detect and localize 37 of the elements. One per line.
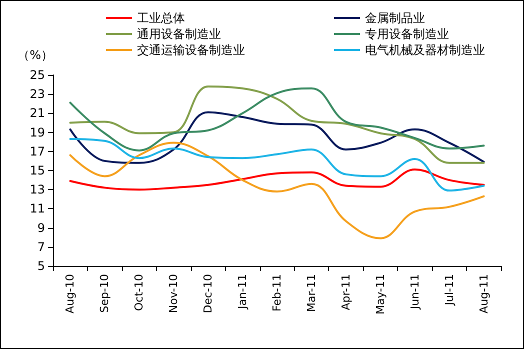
legend-label: 工业总体 [137, 11, 185, 25]
legend-label: 专用设备制造业 [365, 27, 449, 41]
line-series [69, 87, 485, 152]
line-series [69, 138, 485, 192]
y-tick-label: 5 [37, 259, 45, 273]
x-tick-label: Jul-11 [442, 274, 456, 306]
line-series [69, 142, 485, 240]
y-tick-label: 9 [37, 220, 45, 235]
y-tick-label: 19 [30, 125, 45, 140]
y-tick-label: 13 [30, 182, 45, 197]
x-tick-label: Feb-11 [270, 274, 284, 312]
legend-label: 交通运输设备制造业 [137, 43, 245, 57]
x-tick-label: Dec-10 [202, 274, 215, 314]
legend-label: 通用设备制造业 [137, 27, 221, 41]
y-tick-label: 25 [30, 68, 45, 82]
legend-label: 金属制品业 [365, 11, 425, 25]
y-tick-label: 7 [37, 240, 45, 254]
y-axis-title: （%） [18, 48, 53, 62]
x-tick-label: Apr-11 [339, 274, 352, 310]
x-tick-label: Aug-10 [64, 274, 77, 314]
line-series [69, 111, 485, 164]
y-tick-label: 23 [30, 87, 45, 102]
legend-label: 电气机械及器材制造业 [365, 43, 485, 57]
x-tick-label: Jan-11 [236, 274, 250, 310]
y-tick-label: 17 [30, 144, 45, 158]
line-series [69, 85, 485, 164]
x-tick-label: Sep-10 [98, 274, 112, 313]
x-tick-label: Aug-11 [477, 274, 490, 314]
y-tick-label: 21 [30, 106, 45, 120]
line-series [69, 168, 485, 191]
x-tick-label: Jun-11 [408, 274, 422, 310]
x-tick-label: Mar-11 [304, 274, 318, 312]
y-tick-label: 11 [30, 202, 45, 216]
x-tick-label: May-11 [374, 274, 387, 315]
y-tick-label: 15 [30, 164, 45, 178]
x-tick-label: Nov-10 [167, 274, 180, 314]
x-tick-label: Oct-10 [132, 274, 146, 311]
